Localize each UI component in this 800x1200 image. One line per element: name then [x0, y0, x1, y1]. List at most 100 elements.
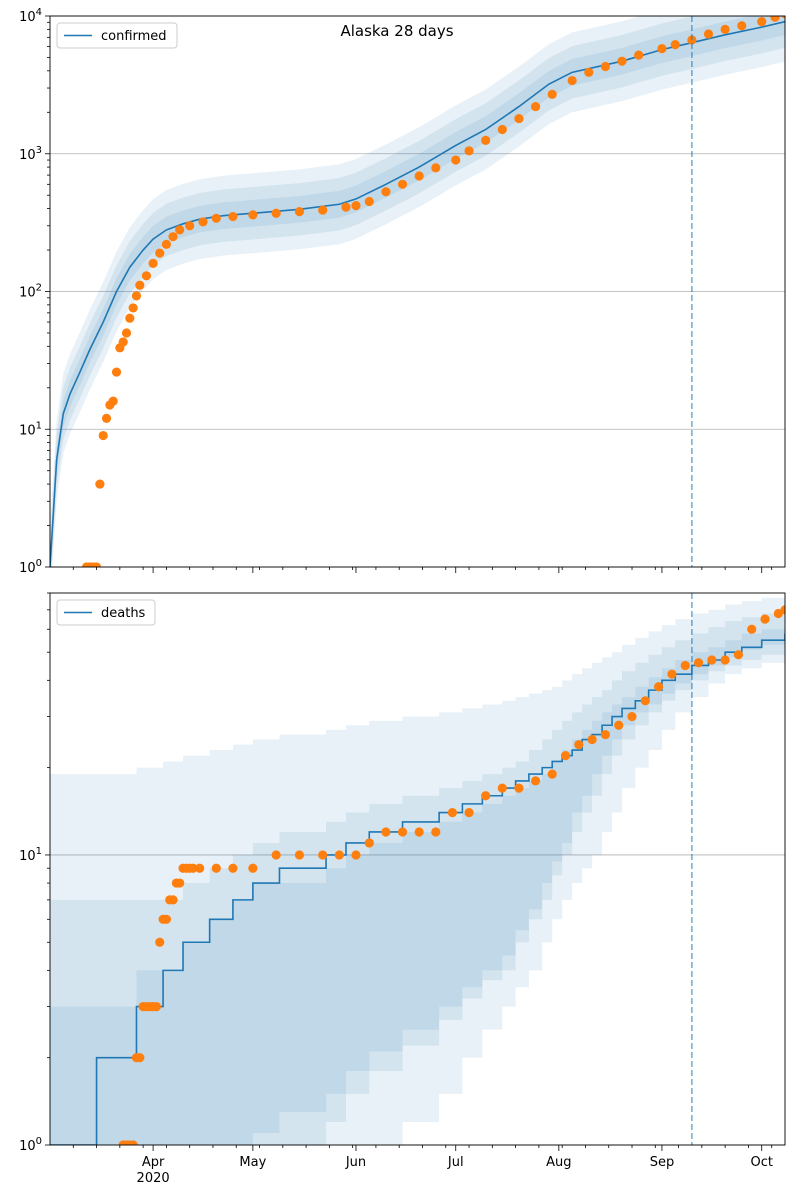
uncertainty-band	[50, 609, 785, 1145]
observed-point	[667, 669, 677, 679]
uncertainty-band	[50, 625, 785, 1145]
observed-point	[431, 827, 441, 837]
uncertainty-band	[50, 16, 785, 567]
legend-label: deaths	[101, 606, 146, 621]
observed-point	[188, 863, 198, 873]
observed-point	[464, 807, 474, 818]
observed-point	[481, 791, 491, 801]
observed-point	[198, 217, 208, 227]
observed-point	[703, 29, 714, 39]
uncertainty-band	[50, 593, 785, 1145]
observed-point	[447, 807, 458, 818]
observed-point	[530, 776, 541, 786]
observed-point	[680, 660, 690, 671]
observed-point	[95, 479, 105, 489]
observed-point	[161, 239, 172, 249]
observed-point	[271, 208, 281, 218]
observed-point	[547, 89, 557, 99]
observed-point	[175, 225, 185, 235]
x-year-label: 2020	[137, 1171, 170, 1186]
legend-box	[56, 599, 156, 626]
observed-point	[318, 205, 328, 215]
observed-point	[135, 280, 145, 290]
legend: confirmed	[56, 22, 178, 49]
observed-point	[334, 850, 344, 860]
observed-point	[464, 146, 474, 156]
observed-point	[248, 863, 258, 873]
observed-point	[547, 769, 557, 779]
observed-point	[707, 655, 717, 665]
observed-point	[111, 367, 122, 377]
observed-point	[128, 303, 138, 313]
observed-point	[185, 221, 195, 231]
observed-point	[341, 202, 351, 212]
observed-point	[514, 783, 524, 793]
observed-point	[657, 43, 667, 54]
observed-point	[125, 313, 135, 323]
uncertainty-band	[50, 16, 785, 567]
observed-point	[228, 863, 238, 873]
observed-point	[351, 201, 361, 211]
observed-point	[228, 211, 238, 222]
observed-point	[195, 863, 205, 873]
observed-point	[640, 696, 650, 706]
observed-point	[381, 827, 391, 837]
observed-point	[781, 16, 785, 19]
axes-frame	[49, 592, 786, 1146]
observed-point	[530, 101, 541, 112]
observed-point	[567, 75, 577, 86]
observed-point	[148, 258, 158, 268]
observed-point	[720, 24, 730, 34]
observed-point	[654, 682, 664, 692]
observed-point	[514, 113, 524, 124]
observed-point	[155, 248, 165, 258]
observed-point	[98, 430, 108, 441]
plot-area	[50, 16, 785, 567]
y-tick-label: 103	[19, 145, 42, 163]
observed-point	[91, 562, 102, 567]
observed-point	[248, 210, 258, 220]
observed-point	[118, 337, 128, 347]
observed-point	[584, 67, 594, 77]
observed-point	[351, 850, 361, 860]
x-tick-label: Sep	[650, 1155, 675, 1170]
observed-point	[381, 187, 391, 197]
observed-point	[670, 39, 680, 50]
x-tick-label: Jun	[345, 1155, 366, 1170]
y-tick-label: 101	[19, 420, 42, 438]
observed-point	[364, 838, 374, 848]
observed-point	[757, 17, 767, 27]
legend-label: confirmed	[101, 29, 167, 44]
observed-point	[720, 655, 730, 665]
legend-box	[56, 22, 178, 49]
observed-point	[600, 61, 611, 72]
observed-point	[560, 751, 571, 761]
observed-point	[431, 163, 441, 173]
observed-point	[168, 232, 178, 242]
observed-point	[780, 605, 785, 615]
observed-point	[175, 878, 185, 888]
observed-point	[141, 271, 152, 281]
x-tick-label: Apr	[142, 1155, 165, 1170]
observed-point	[397, 179, 408, 189]
x-tick-label: Oct	[750, 1155, 772, 1170]
observed-point	[318, 850, 328, 860]
observed-point	[168, 895, 178, 905]
observed-point	[770, 16, 780, 22]
observed-point	[131, 291, 142, 301]
plot-area	[50, 593, 785, 1145]
observed-point	[101, 413, 112, 423]
observed-point	[627, 711, 637, 722]
uncertainty-band	[50, 16, 785, 567]
confirmed-panel: 100 101 102 103 104 confirmed	[19, 7, 786, 576]
observed-point	[414, 171, 424, 181]
observed-point	[294, 850, 305, 860]
observed-point	[135, 1053, 145, 1063]
observed-point	[121, 328, 132, 338]
observed-point	[587, 734, 597, 745]
observed-point	[108, 396, 118, 406]
observed-point	[161, 914, 172, 924]
observed-point	[600, 729, 611, 740]
